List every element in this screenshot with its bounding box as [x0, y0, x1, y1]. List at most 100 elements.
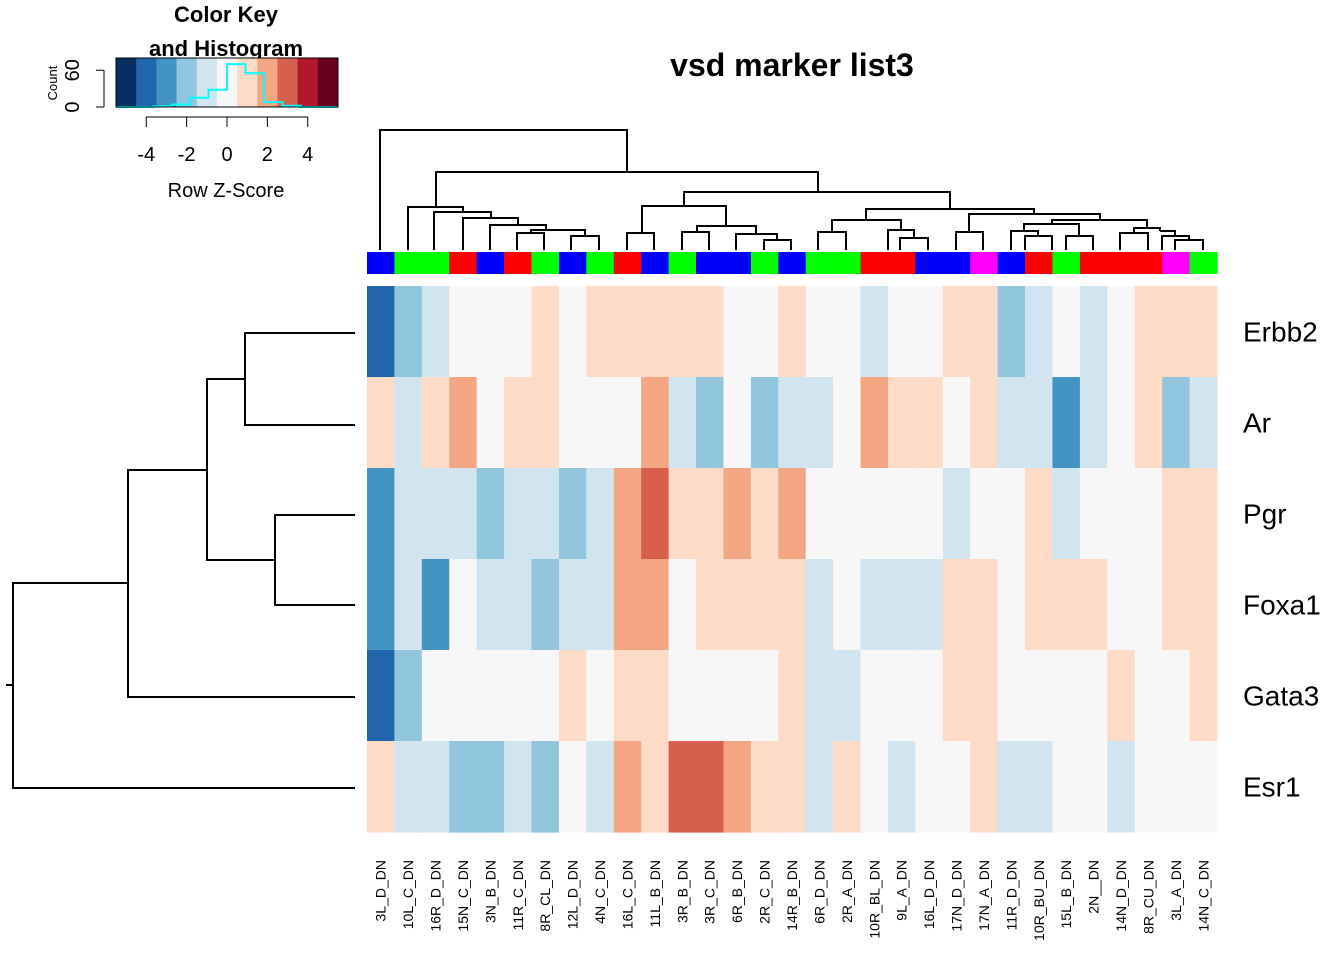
column-group-swatch — [449, 252, 478, 274]
row-label: Pgr — [1243, 499, 1287, 530]
heatmap-cell — [805, 468, 834, 560]
heatmap-cell — [833, 468, 862, 560]
heatmap-cell — [558, 377, 587, 469]
heatmap-cell — [367, 741, 396, 833]
column-label: 11R_D_DN — [1003, 860, 1019, 931]
heatmap-cell — [1052, 377, 1081, 469]
heatmap-cell — [613, 468, 642, 560]
heatmap-cell — [997, 741, 1026, 833]
column-label: 9L_A_DN — [894, 860, 910, 921]
heatmap-cell — [833, 650, 862, 742]
color-key-band — [176, 58, 198, 107]
row-label: Ar — [1243, 408, 1271, 439]
column-label: 2N__DN — [1086, 860, 1102, 914]
column-label: 2R_A_DN — [839, 860, 855, 923]
heatmap-cell — [531, 377, 560, 469]
heatmap-cell — [668, 468, 697, 560]
column-group-swatch — [833, 252, 862, 274]
column-group-swatch — [586, 252, 615, 274]
heatmap-cell — [1107, 377, 1136, 469]
heatmap-cell — [833, 286, 862, 378]
heatmap-cell — [586, 559, 615, 651]
column-group-swatch — [1052, 252, 1081, 274]
column-group-swatch — [942, 252, 971, 274]
heatmap-cell — [805, 286, 834, 378]
heatmap-cell — [613, 286, 642, 378]
column-group-swatch — [887, 252, 916, 274]
heatmap-cell — [887, 286, 916, 378]
heatmap-cell — [942, 559, 971, 651]
heatmap-cell — [558, 741, 587, 833]
column-label: 11R_C_DN — [510, 860, 526, 931]
column-group-sidebar — [367, 252, 1218, 274]
heatmap-cell — [1079, 377, 1108, 469]
heatmap-cell — [421, 286, 450, 378]
heatmap-cell — [750, 559, 779, 651]
heatmap-cell — [421, 650, 450, 742]
heatmap-cell — [833, 741, 862, 833]
heatmap-cell — [1052, 741, 1081, 833]
heatmap-cell — [1079, 468, 1108, 560]
column-group-swatch — [421, 252, 450, 274]
color-key-title-line2: and Histogram — [149, 36, 303, 61]
color-key-histogram — [116, 63, 338, 108]
heatmap-cell — [970, 377, 999, 469]
heatmap-cell — [668, 377, 697, 469]
column-group-swatch — [1134, 252, 1163, 274]
column-group-swatch — [750, 252, 779, 274]
heatmap-cell — [750, 650, 779, 742]
column-group-swatch — [915, 252, 944, 274]
heatmap-cell — [915, 741, 944, 833]
heatmap-cell — [668, 741, 697, 833]
heatmap-cell — [367, 559, 396, 651]
heatmap-cell — [805, 377, 834, 469]
heatmap-cell — [504, 377, 533, 469]
row-dendrogram — [6, 332, 355, 789]
heatmap-cell — [449, 741, 478, 833]
column-label: 16L_C_DN — [620, 860, 636, 929]
column-group-swatch — [778, 252, 807, 274]
heatmap-cell — [1052, 286, 1081, 378]
heatmap-cell — [558, 559, 587, 651]
heatmap-cell — [723, 377, 752, 469]
heatmap-cell — [696, 468, 725, 560]
heatmap-cell — [750, 377, 779, 469]
color-key: Color Key and Histogram -4 -2 0 2 4 0 60 Count… — [45, 2, 339, 202]
heatmap-cell — [1134, 650, 1163, 742]
heatmap-cell — [1162, 377, 1191, 469]
heatmap-cell — [421, 377, 450, 469]
heatmap-cell — [1189, 650, 1218, 742]
chart-title: vsd marker list3 — [670, 47, 914, 83]
heatmap-cell — [887, 650, 916, 742]
heatmap-cell — [394, 286, 423, 378]
column-label: 10R_BU_DN — [1031, 860, 1047, 941]
column-label: 4N_C_DN — [592, 860, 608, 924]
heatmap-cell — [586, 741, 615, 833]
key-y-tick-label: 60 — [62, 59, 84, 81]
heatmap-cell — [942, 741, 971, 833]
column-label: 8R_CL_DN — [537, 860, 553, 932]
heatmap-cell — [860, 650, 889, 742]
heatmap-cell — [997, 650, 1026, 742]
heatmap-cell — [860, 286, 889, 378]
heatmap-cell — [1052, 559, 1081, 651]
key-x-tick-label: 0 — [221, 144, 232, 166]
column-group-swatch — [531, 252, 560, 274]
heatmap-cell — [805, 559, 834, 651]
heatmap-cell — [449, 377, 478, 469]
heatmap-cell — [449, 286, 478, 378]
heatmap-cell — [504, 468, 533, 560]
column-dendrogram — [379, 129, 1204, 250]
heatmap-cell — [696, 650, 725, 742]
heatmap-cell — [394, 377, 423, 469]
heatmap-cell — [558, 286, 587, 378]
column-label: 16L_D_DN — [921, 860, 937, 929]
column-group-swatch — [696, 252, 725, 274]
column-group-swatch — [970, 252, 999, 274]
heatmap-cell — [970, 650, 999, 742]
column-group-swatch — [1079, 252, 1108, 274]
column-label: 3R_B_DN — [674, 860, 690, 923]
heatmap-cell — [750, 468, 779, 560]
row-label: Esr1 — [1243, 772, 1301, 803]
column-label: 8R_CU_DN — [1141, 860, 1157, 934]
